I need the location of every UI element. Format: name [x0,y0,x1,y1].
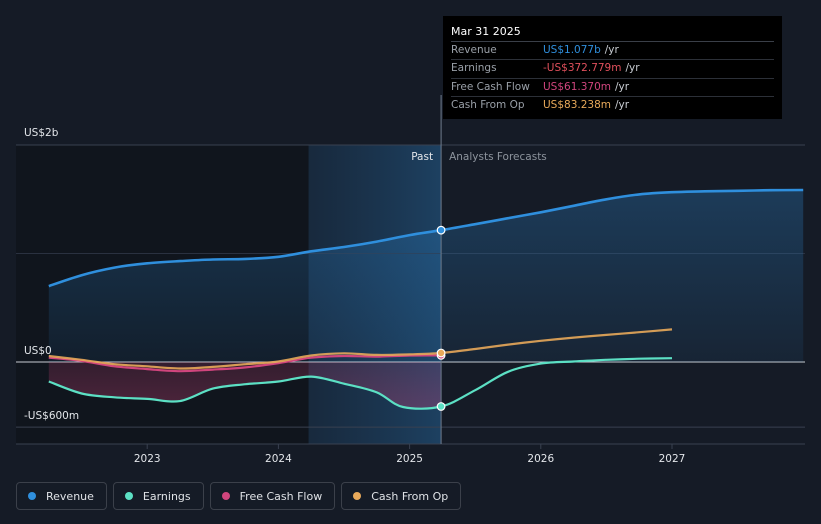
tooltip-label: Revenue [451,44,497,56]
legend-item-revenue[interactable]: Revenue [16,482,107,510]
earnings-line [48,357,673,410]
tooltip-value: US$1.077b [543,44,601,56]
forecast-label: Analysts Forecasts [449,151,547,163]
tooltip-row-revenue: Revenue US$1.077b /yr [451,42,774,61]
legend-label: Earnings [142,489,191,503]
tooltip: Mar 31 2025 Revenue US$1.077b /yr Earnin… [443,16,782,119]
x-tick-label: 2025 [396,453,423,465]
earnings-area [48,362,442,408]
tooltip-unit: /yr [604,44,619,56]
legend-item-earnings[interactable]: Earnings [112,482,204,510]
legend-item-cash-from-op[interactable]: Cash From Op [341,482,462,510]
x-tick-label: 2026 [527,453,554,465]
revenue-line [48,188,804,288]
legend-dot-icon [353,492,362,500]
legend: Revenue Earnings Free Cash Flow Cash Fro… [16,482,462,510]
legend-dot-icon [221,492,230,500]
legend-dot-icon [124,492,133,500]
tooltip-row-earnings: Earnings -US$372.779m /yr [451,60,774,79]
x-tick-label: 2023 [134,453,161,465]
tooltip-value: US$83.238m [543,98,611,111]
tooltip-label: Earnings [451,62,497,75]
legend-label: Cash From Op [371,489,449,503]
legend-item-free-cash-flow[interactable]: Free Cash Flow [209,482,336,510]
earnings-marker [436,402,446,411]
cash-from-op-marker [436,348,446,358]
tooltip-unit: /yr [615,80,630,93]
y-axis-label: US$0 [24,345,52,357]
tooltip-unit: /yr [615,98,630,111]
x-tick-label: 2024 [265,453,292,465]
past-label: Past [411,151,433,163]
tooltip-label: Free Cash Flow [451,80,530,93]
tooltip-date: Mar 31 2025 [451,24,774,42]
tooltip-value: US$61.370m [543,80,611,93]
legend-dot-icon [28,492,36,500]
tooltip-row-cash-from-op: Cash From Op US$83.238m /yr [451,97,774,114]
tooltip-unit: /yr [625,62,640,75]
x-tick-label: 2027 [659,453,686,465]
tooltip-row-free-cash-flow: Free Cash Flow US$61.370m /yr [451,79,774,97]
cash-from-op-line [48,328,673,370]
free-cash-flow-line [48,354,442,373]
legend-label: Free Cash Flow [239,489,323,503]
legend-label: Revenue [46,489,94,503]
y-axis-label: US$2b [24,127,59,139]
revenue-marker [436,225,446,235]
tooltip-label: Cash From Op [451,98,525,111]
tooltip-value: -US$372.779m [543,62,622,75]
revenue-area [48,190,804,362]
y-axis-label: -US$600m [24,410,79,422]
